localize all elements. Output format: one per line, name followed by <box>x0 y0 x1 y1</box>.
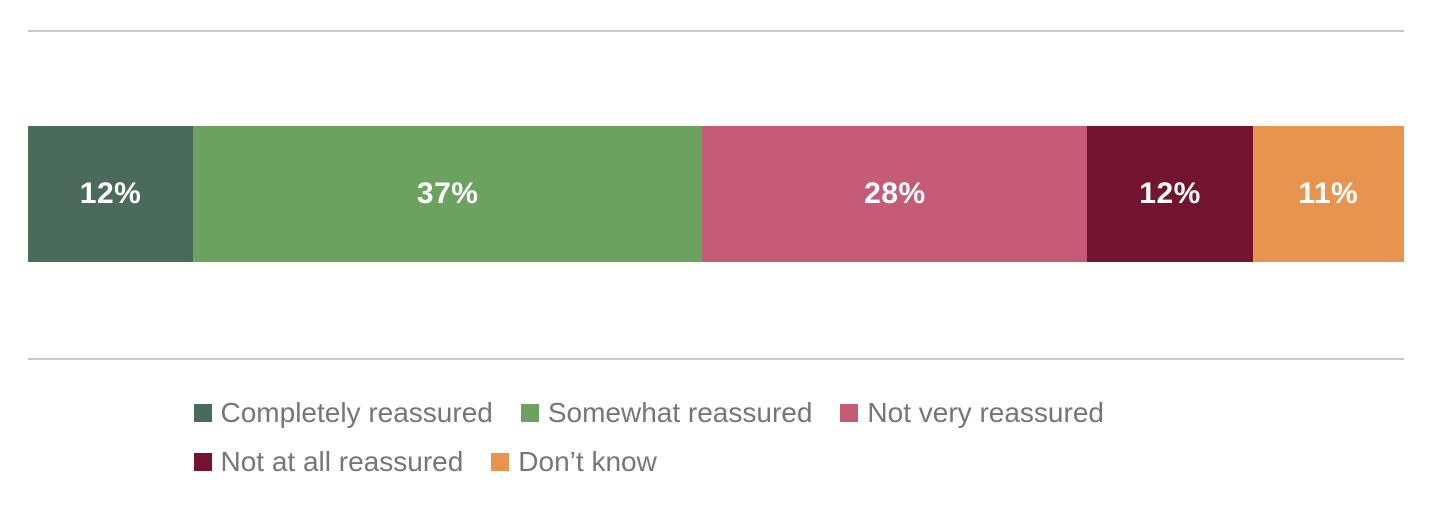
legend-label: Don’t know <box>518 445 657 477</box>
legend-item: Completely reassured <box>193 397 493 429</box>
segment-value-label: 37% <box>416 177 479 210</box>
bar-segment: 28% <box>702 126 1088 262</box>
legend-swatch-icon <box>193 453 212 472</box>
segment-value-label: 12% <box>1139 177 1201 210</box>
legend-label: Not at all reassured <box>220 445 464 477</box>
legend-label: Completely reassured <box>220 397 493 428</box>
legend-item: Somewhat reassured <box>520 397 813 429</box>
top-divider <box>28 30 1404 32</box>
bar-segment: 37% <box>193 126 703 262</box>
segment-value-label: 12% <box>79 177 142 210</box>
legend-item: Don’t know <box>491 445 657 478</box>
bar-segment: 12% <box>1087 126 1253 262</box>
legend-label: Somewhat reassured <box>547 397 813 428</box>
legend-swatch-icon <box>491 453 510 472</box>
bar-segment: 12% <box>28 126 194 262</box>
segment-value-label: 28% <box>864 177 926 210</box>
bottom-divider <box>28 358 1404 360</box>
legend-swatch-icon <box>520 404 539 423</box>
legend-item: Not at all reassured <box>193 445 464 478</box>
legend-swatch-icon <box>193 404 212 423</box>
legend-label: Not very reassured <box>867 397 1104 428</box>
segment-value-label: 11% <box>1298 177 1359 210</box>
legend-item: Not very reassured <box>840 397 1104 429</box>
bar-segment: 11% <box>1252 126 1404 262</box>
legend: Completely reassured Somewhat reassured No… <box>0 397 1432 478</box>
legend-swatch-icon <box>840 404 859 423</box>
stacked-bar: 12% 37% 28% 12% 11% <box>28 126 1404 262</box>
legend-items: Completely reassured Somewhat reassured No… <box>193 397 1239 478</box>
